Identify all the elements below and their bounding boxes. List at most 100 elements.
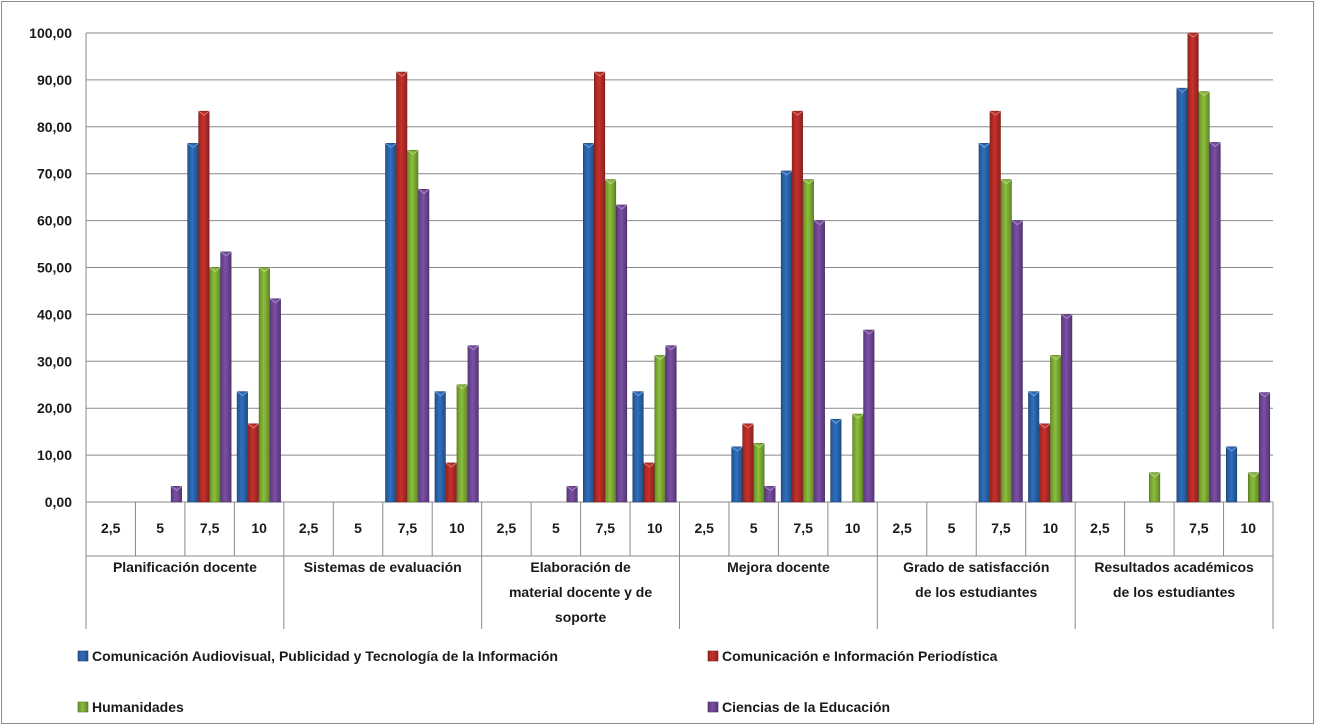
bar-cap bbox=[731, 446, 743, 452]
bar-cap bbox=[566, 485, 578, 492]
bar bbox=[1039, 423, 1051, 503]
bar-cap bbox=[198, 110, 210, 116]
bar-cap bbox=[258, 267, 270, 273]
y-tick-label: 60,00 bbox=[37, 213, 72, 229]
bar bbox=[594, 71, 606, 503]
bar bbox=[418, 189, 430, 503]
bar-cap bbox=[385, 142, 397, 148]
group-label: Elaboración de bbox=[530, 559, 631, 575]
bar-cap bbox=[1011, 220, 1023, 226]
x-tick-label: 7,5 bbox=[793, 520, 813, 536]
bar bbox=[396, 71, 408, 503]
bar-cap bbox=[764, 485, 776, 492]
group-label: de los estudiantes bbox=[915, 584, 1037, 600]
x-tick-label: 10 bbox=[449, 520, 465, 536]
bar bbox=[753, 443, 765, 503]
legend-swatch bbox=[77, 701, 89, 713]
group-label: material docente y de bbox=[509, 584, 652, 600]
bar-cap bbox=[594, 71, 606, 77]
x-tick-label: 10 bbox=[251, 520, 267, 536]
legend-label: Comunicación Audiovisual, Publicidad y T… bbox=[92, 648, 558, 664]
group-label: Mejora docente bbox=[727, 559, 830, 575]
bar-cap bbox=[616, 204, 628, 210]
bar-cap bbox=[632, 391, 644, 397]
bar bbox=[742, 423, 754, 503]
y-tick-label: 10,00 bbox=[37, 447, 72, 463]
bar bbox=[209, 267, 221, 503]
bar-cap bbox=[445, 462, 457, 468]
bar bbox=[1225, 446, 1238, 503]
bar bbox=[258, 267, 270, 503]
bar bbox=[764, 486, 776, 503]
bar bbox=[852, 413, 864, 503]
bar bbox=[236, 391, 248, 503]
x-tick-label: 10 bbox=[647, 520, 663, 536]
bar-cap bbox=[1198, 91, 1210, 97]
bar bbox=[566, 486, 578, 503]
bar-cap bbox=[247, 423, 259, 429]
bar bbox=[863, 329, 875, 503]
x-tick-label: 5 bbox=[354, 520, 362, 536]
bar-cap bbox=[654, 355, 666, 361]
bar bbox=[654, 355, 666, 503]
bar bbox=[830, 418, 842, 503]
bar bbox=[1198, 91, 1210, 503]
bar bbox=[170, 486, 182, 503]
bar-cap bbox=[396, 71, 408, 77]
bar-cap bbox=[187, 142, 199, 148]
bar bbox=[456, 384, 468, 503]
bar-cap bbox=[1149, 472, 1161, 478]
x-tick-label: 7,5 bbox=[991, 520, 1011, 536]
bar-cap bbox=[813, 220, 825, 226]
legend-label: Humanidades bbox=[92, 699, 184, 715]
bar bbox=[813, 220, 825, 503]
bar-cap bbox=[583, 142, 595, 148]
bar-cap bbox=[978, 142, 990, 148]
bar-cap bbox=[236, 391, 248, 397]
bar bbox=[1000, 179, 1012, 503]
bar-cap bbox=[780, 170, 792, 176]
bar bbox=[220, 251, 232, 503]
bar bbox=[1050, 355, 1062, 503]
bar bbox=[385, 143, 397, 503]
bar bbox=[1258, 392, 1271, 503]
bar bbox=[434, 391, 446, 503]
bar-cap bbox=[1050, 355, 1062, 361]
bar bbox=[1011, 220, 1023, 503]
x-tick-label: 2,5 bbox=[299, 520, 319, 536]
bar-cap bbox=[1061, 313, 1073, 320]
legend-label: Comunicación e Información Periodística bbox=[722, 648, 998, 664]
x-tick-label: 5 bbox=[948, 520, 956, 536]
bar-cap bbox=[209, 267, 221, 273]
bar-cap bbox=[1028, 391, 1040, 397]
bar bbox=[665, 345, 677, 503]
bar-cap bbox=[665, 345, 677, 351]
bar bbox=[198, 110, 210, 503]
legend-swatch bbox=[707, 650, 719, 662]
x-tick-label: 2,5 bbox=[1090, 520, 1110, 536]
group-label: Sistemas de evaluación bbox=[304, 559, 462, 575]
group-label: soporte bbox=[555, 609, 607, 625]
y-tick-label: 80,00 bbox=[37, 119, 72, 135]
bar-cap bbox=[791, 110, 803, 116]
x-tick-label: 7,5 bbox=[200, 520, 220, 536]
bar-cap bbox=[1187, 32, 1199, 38]
x-tick-label: 7,5 bbox=[1189, 520, 1209, 536]
group-label: Grado de satisfacción bbox=[903, 559, 1049, 575]
bar-cap bbox=[989, 110, 1001, 116]
x-tick-label: 10 bbox=[1240, 520, 1256, 536]
bar bbox=[1247, 472, 1260, 503]
x-tick-label: 2,5 bbox=[892, 520, 912, 536]
bar bbox=[247, 423, 259, 503]
bar bbox=[1149, 472, 1161, 503]
bar-cap bbox=[1247, 472, 1260, 478]
x-tick-label: 2,5 bbox=[101, 520, 121, 536]
bar-cap bbox=[407, 149, 419, 155]
bar bbox=[978, 143, 990, 503]
bar bbox=[1061, 314, 1073, 503]
bar-cap bbox=[1176, 87, 1188, 93]
bar-cap bbox=[1000, 179, 1012, 185]
bar-cap bbox=[170, 485, 182, 492]
y-tick-label: 90,00 bbox=[37, 72, 72, 88]
